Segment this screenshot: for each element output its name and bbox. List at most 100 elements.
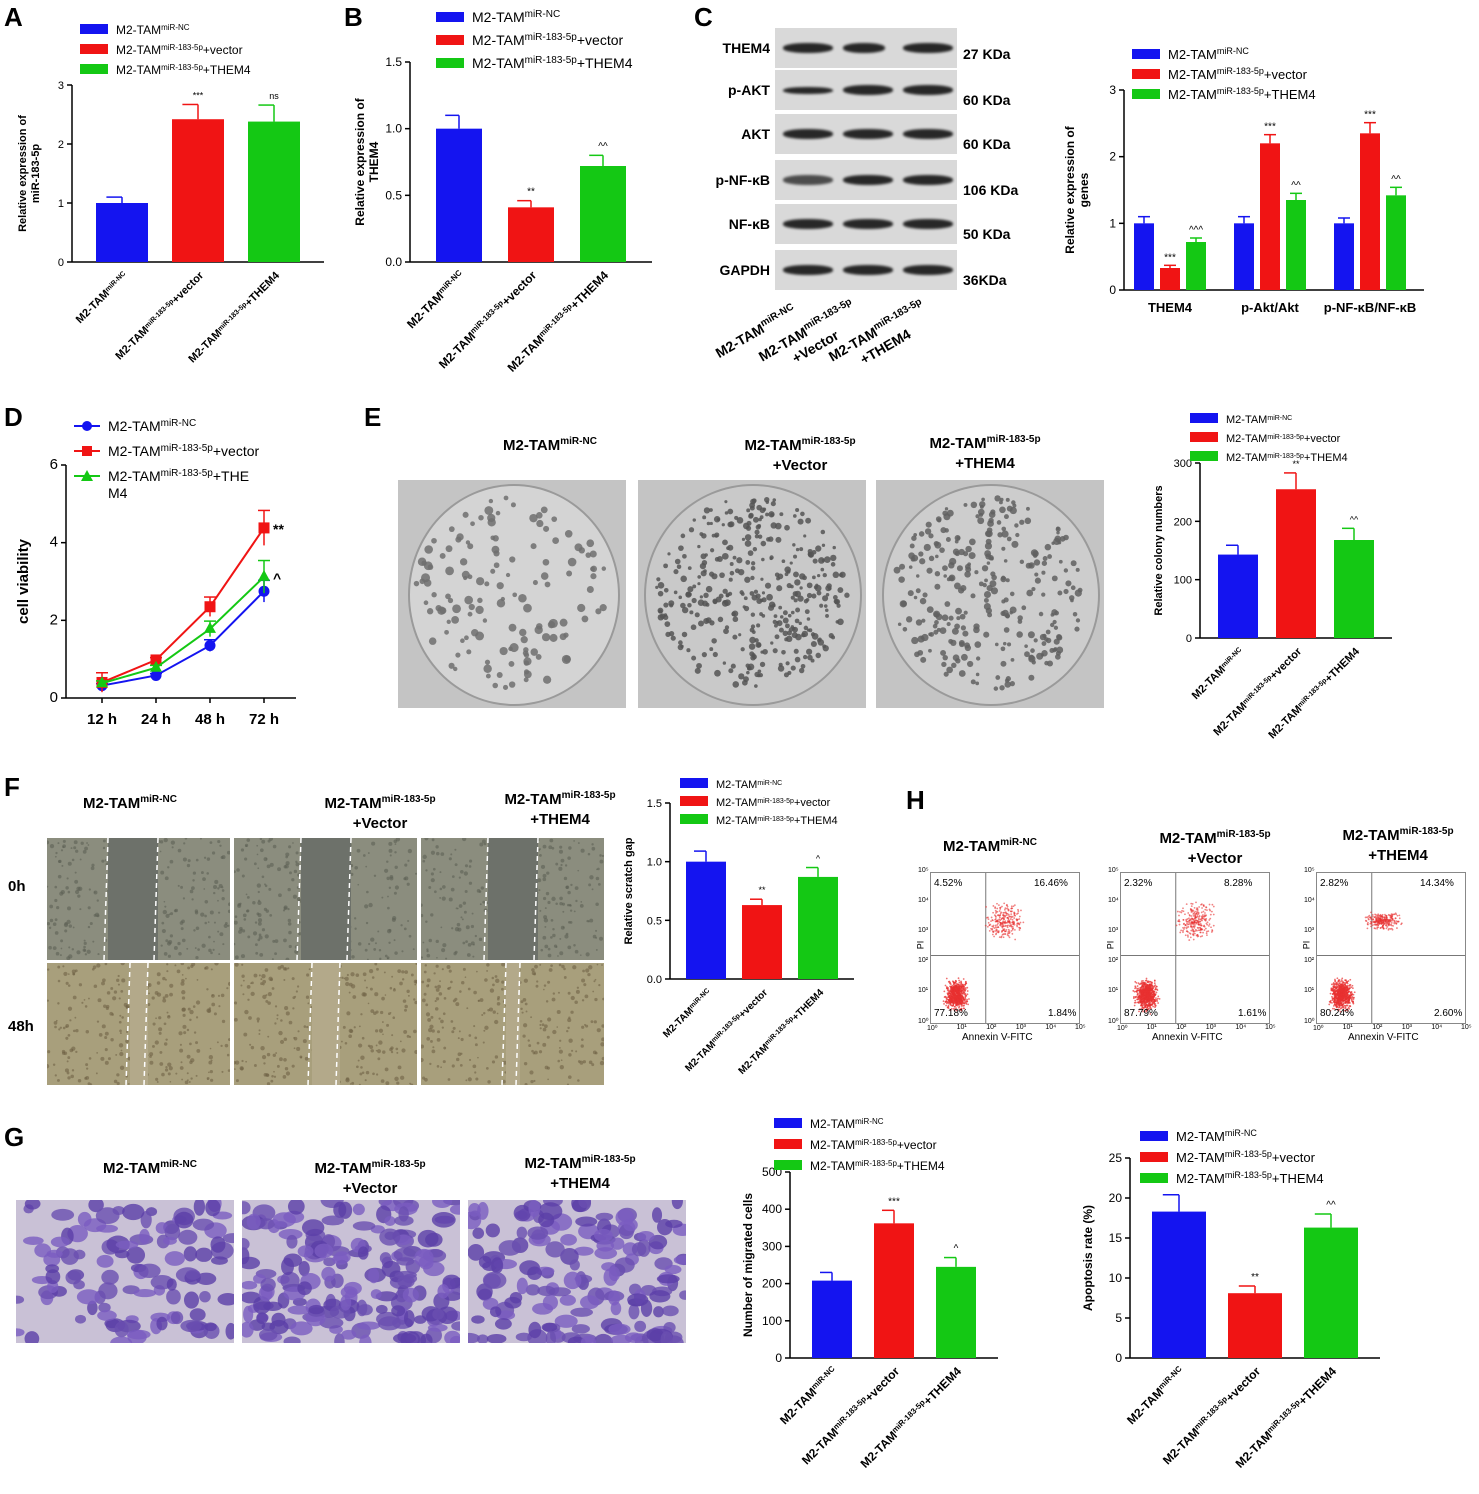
cell-dot xyxy=(52,1063,56,1066)
event-dot xyxy=(1193,920,1196,923)
cell-dot xyxy=(502,1060,507,1065)
cell-dot xyxy=(275,1052,278,1054)
cell-dot xyxy=(209,910,214,915)
cell-dot xyxy=(539,909,542,912)
event-dot xyxy=(1156,998,1158,1001)
event-dot xyxy=(1148,1007,1151,1010)
colony xyxy=(1015,532,1020,538)
cell-dot xyxy=(430,878,435,883)
event-dot xyxy=(956,1000,959,1003)
cell-dot xyxy=(55,951,60,956)
colony xyxy=(744,576,751,583)
colony xyxy=(907,590,914,597)
cell-dot xyxy=(426,953,431,958)
cell-dot xyxy=(366,890,369,894)
cell-dot xyxy=(116,1081,120,1085)
cell-dot xyxy=(250,982,252,985)
colony xyxy=(945,537,951,542)
colony xyxy=(786,569,791,574)
colony xyxy=(704,553,708,557)
legend-label: M2-TAMmiR-183-5p+THEM4 xyxy=(1168,86,1316,102)
event-dot xyxy=(948,992,951,994)
colony xyxy=(460,638,465,644)
colony xyxy=(423,600,429,606)
quadrant-percent-ll: 87.79% xyxy=(1124,1008,1158,1019)
event-dot xyxy=(963,985,965,988)
event-dot xyxy=(953,991,956,994)
cell-dot xyxy=(400,1075,405,1080)
flow-y-tick: 10⁰ xyxy=(918,1018,929,1025)
cell-dot xyxy=(370,1009,375,1014)
colony xyxy=(706,521,711,526)
cell-dot xyxy=(452,1026,456,1030)
colony xyxy=(709,647,714,652)
cell-dot xyxy=(273,1070,275,1073)
event-dot xyxy=(1001,926,1004,929)
event-dot xyxy=(1004,907,1007,910)
colony xyxy=(782,610,788,616)
cell-dot xyxy=(386,876,390,881)
colony xyxy=(785,661,790,666)
colony xyxy=(729,562,734,566)
colony xyxy=(1001,530,1009,538)
event-dot xyxy=(1196,920,1199,922)
cell-dot xyxy=(425,869,428,872)
cell-dot xyxy=(542,896,547,901)
event-dot xyxy=(943,990,946,993)
cell-dot xyxy=(285,1011,290,1016)
cell-dot xyxy=(558,1049,563,1054)
cell-dot xyxy=(296,1046,301,1052)
cell-dot xyxy=(283,1037,288,1042)
bar xyxy=(1218,554,1258,638)
cell-dot xyxy=(583,983,587,987)
cell-dot xyxy=(435,851,440,856)
y-tick-label: 300 xyxy=(762,1239,782,1253)
colony xyxy=(680,575,687,583)
event-dot xyxy=(951,999,954,1001)
significance-label: ** xyxy=(758,885,766,895)
colony xyxy=(1056,634,1062,640)
cell-dot xyxy=(345,981,350,987)
cell-dot xyxy=(64,1068,69,1073)
event-dot xyxy=(1010,910,1013,913)
event-dot xyxy=(1012,927,1015,930)
colony xyxy=(994,642,999,647)
cell-dot xyxy=(149,1060,154,1065)
cell-dot xyxy=(551,997,556,1002)
cell-dot xyxy=(163,838,168,843)
cell-dot xyxy=(555,902,558,906)
colony xyxy=(946,666,953,674)
colony xyxy=(676,564,682,570)
event-dot xyxy=(1190,905,1193,908)
flow-x-tick: 10¹ xyxy=(956,1024,967,1031)
event-dot xyxy=(958,989,961,991)
y-tick-label: 0 xyxy=(1109,283,1116,297)
event-dot xyxy=(1144,992,1147,995)
panel-label-e: E xyxy=(364,402,382,432)
cell-dot xyxy=(399,981,403,986)
cell-dot xyxy=(88,888,91,891)
event-dot xyxy=(1004,920,1007,923)
colony xyxy=(1056,646,1064,654)
colony xyxy=(970,679,976,685)
event-dot xyxy=(1146,996,1149,998)
event-dot xyxy=(955,986,958,989)
colony xyxy=(659,613,666,619)
cell-dot xyxy=(171,846,174,849)
colony xyxy=(754,671,760,678)
cell-dot xyxy=(240,928,243,931)
cell-dot xyxy=(442,885,446,889)
event-dot xyxy=(1002,925,1005,927)
cell-dot xyxy=(569,909,573,912)
cell-dot xyxy=(460,1037,464,1042)
cell-dot xyxy=(67,1034,71,1037)
scratch-edge xyxy=(533,838,539,960)
event-dot xyxy=(1146,992,1149,995)
colony xyxy=(963,610,968,615)
cell-dot xyxy=(360,1066,363,1069)
event-dot xyxy=(958,998,960,1001)
cell-dot xyxy=(344,1041,348,1045)
colony xyxy=(948,562,955,569)
cell-dot xyxy=(449,986,452,989)
y-tick-label: 100 xyxy=(762,1314,782,1328)
